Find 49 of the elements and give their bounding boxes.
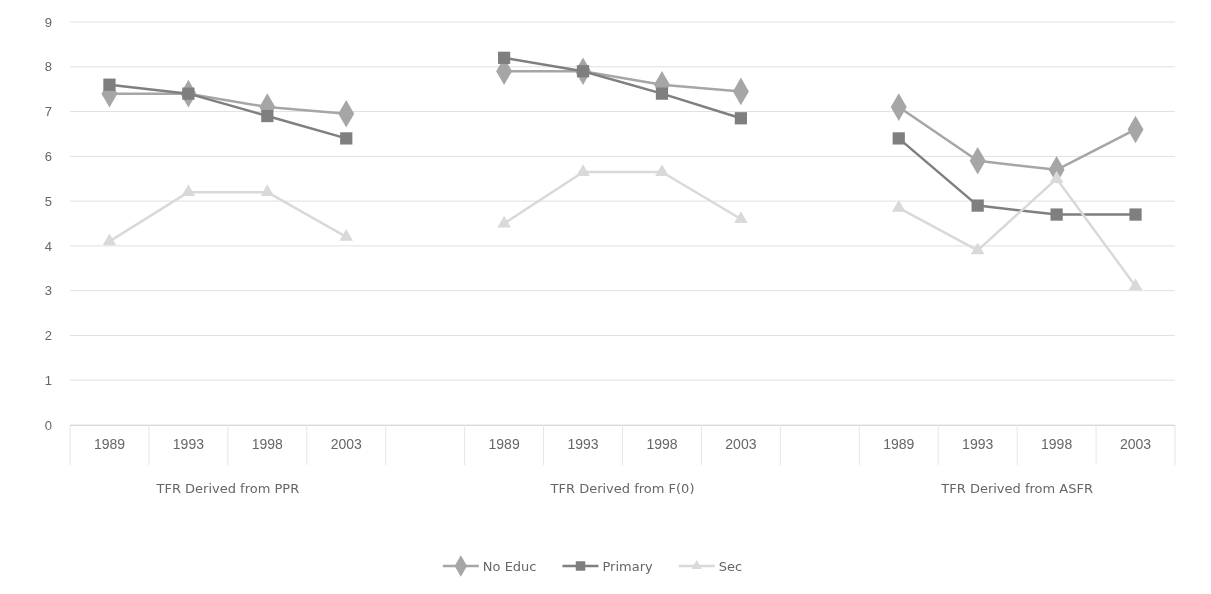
x-tick-label: 1993: [567, 435, 599, 452]
y-tick-label: 5: [44, 193, 52, 209]
point: [734, 112, 748, 125]
x-tick-label: 2003: [330, 435, 363, 452]
point: [891, 199, 906, 212]
point: [497, 51, 511, 64]
y-tick-label: 4: [44, 238, 52, 254]
text: TFR Derived from F(0): [549, 481, 695, 496]
x-tick-label: 1993: [172, 435, 205, 452]
x-tick-label: 2003: [725, 435, 757, 452]
point: [102, 233, 117, 246]
x-tick-label: 1998: [251, 435, 284, 452]
point: [103, 78, 116, 91]
point: [970, 242, 985, 255]
point: [655, 87, 669, 100]
y-tick-label: 0: [44, 417, 52, 433]
text: TFR Derived from ASFR: [940, 481, 1093, 496]
x-tick-label: 1993: [962, 435, 994, 452]
x-tick-label: 1989: [93, 435, 126, 452]
legend-label: Sec: [718, 559, 743, 574]
point: [971, 199, 984, 212]
y-tick-label: 9: [44, 14, 52, 30]
y-tick-label: 3: [44, 283, 52, 299]
x-tick-label: 1989: [883, 435, 915, 452]
point: [1128, 278, 1143, 291]
x-tick-label: 1998: [646, 435, 678, 452]
legend-label: Primary: [602, 559, 654, 574]
y-tick-label: 8: [44, 59, 52, 75]
point: [892, 132, 905, 145]
point: [734, 211, 748, 223]
point: [1050, 208, 1063, 221]
y-tick-label: 6: [44, 148, 52, 164]
point: [339, 229, 354, 241]
point: [655, 164, 669, 176]
point: [497, 215, 511, 228]
y-tick-label: 1: [44, 372, 52, 388]
point: [181, 184, 196, 197]
y-tick-label: 7: [44, 104, 52, 120]
legend-label: No Educ: [482, 559, 537, 574]
point: [576, 164, 590, 176]
point: [260, 184, 275, 197]
x-tick-label: 1989: [488, 435, 520, 452]
x-tick-label: 1998: [1041, 435, 1073, 452]
point: [340, 132, 353, 145]
point: [261, 109, 274, 123]
text: TFR Derived from PPR: [155, 481, 300, 496]
x-tick-label: 2003: [1119, 435, 1152, 452]
point: [1129, 208, 1142, 221]
y-tick-label: 2: [44, 328, 52, 344]
